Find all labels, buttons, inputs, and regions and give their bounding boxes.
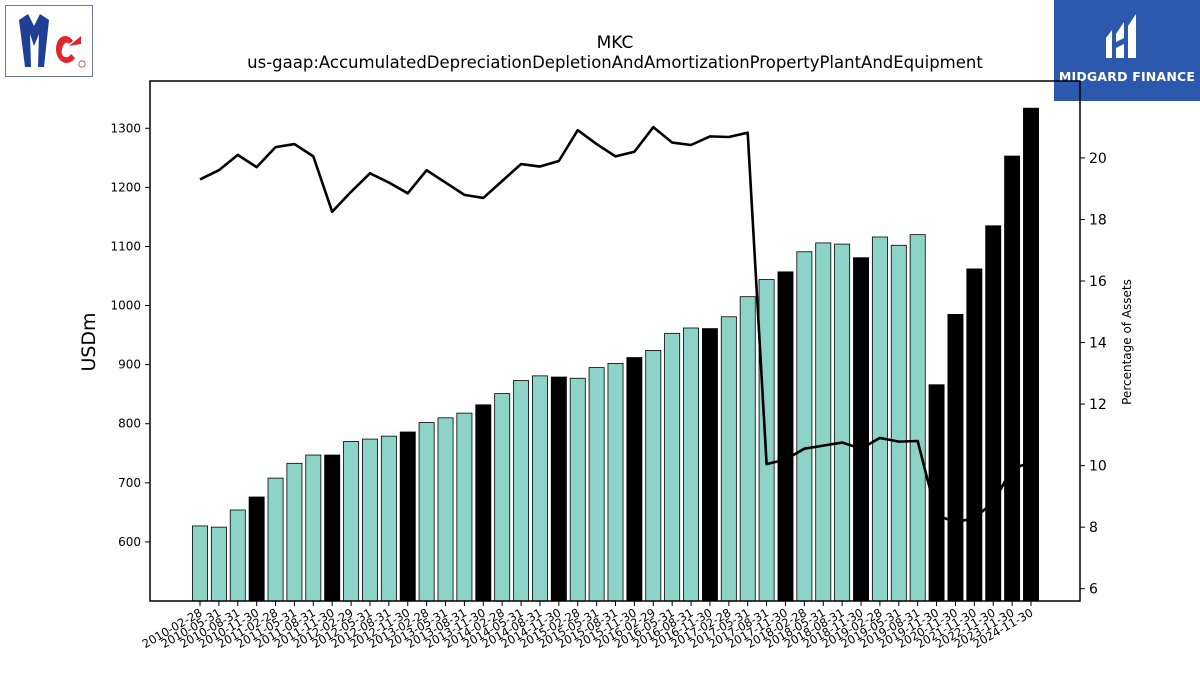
bar: [286, 462, 303, 602]
percentage-line: [199, 125, 1032, 524]
y-tick-label: 800: [118, 417, 141, 431]
y-tick-label: 1000: [110, 299, 141, 313]
bar: [267, 477, 284, 602]
bar: [1023, 107, 1039, 602]
bar: [890, 244, 907, 602]
bar: [380, 435, 397, 602]
bar: [985, 225, 1002, 602]
bar: [758, 279, 775, 602]
bar: [456, 412, 473, 602]
bar: [607, 363, 624, 602]
y-tick-label: 900: [118, 358, 141, 372]
bar: [437, 417, 454, 602]
y2-tick-label: 12: [1089, 397, 1107, 413]
midgard-finance-wordmark: MIDGARD FINANCE: [1058, 69, 1196, 84]
y2-tick-label: 8: [1089, 520, 1098, 536]
bar: [834, 243, 851, 602]
y-tick-label: 1200: [110, 180, 141, 194]
y-tick-label: 700: [118, 476, 141, 490]
bar: [569, 377, 586, 602]
y2-tick-label: 14: [1089, 336, 1107, 352]
bar: [683, 327, 699, 602]
bar: [475, 404, 492, 602]
bar: [210, 526, 227, 602]
bar: [362, 438, 378, 602]
bar: [966, 268, 983, 602]
chart-subtitle: us-gaap:AccumulatedDepreciationDepletion…: [247, 53, 983, 72]
bar: [550, 376, 567, 602]
y-tick-label: 1300: [110, 121, 141, 135]
bar: [532, 375, 548, 602]
bar: [947, 314, 964, 602]
company-logo: [5, 5, 93, 77]
bar: [664, 332, 681, 602]
bar: [248, 496, 265, 602]
y-tick-label: 1100: [110, 239, 141, 253]
bar: [588, 367, 605, 602]
midgard-finance-watermark: MIDGARD FINANCE: [1054, 0, 1200, 101]
bar: [815, 242, 832, 602]
y2-tick-label: 20: [1089, 151, 1107, 167]
y-axis-label: USDm: [78, 312, 100, 371]
bar: [418, 422, 435, 602]
bar: [777, 271, 794, 602]
bar: [871, 236, 888, 602]
bar: [494, 393, 511, 602]
bar-series: [192, 107, 1039, 602]
bar: [192, 525, 208, 602]
y2-tick-label: 6: [1089, 582, 1098, 598]
y2-tick-label: 10: [1089, 459, 1107, 475]
midgard-finance-logo-icon: [1106, 14, 1136, 58]
chart-title: MKC: [597, 33, 634, 53]
bar: [343, 441, 360, 602]
bar: [909, 234, 926, 602]
bar: [229, 509, 246, 602]
bar: [739, 296, 756, 602]
bar: [853, 257, 869, 602]
y2-tick-label: 16: [1089, 274, 1107, 290]
y2-axis-label: Percentage of Assets: [1120, 279, 1134, 405]
bar: [701, 328, 718, 602]
bar: [305, 454, 322, 602]
mccormick-logo-icon: [19, 14, 86, 68]
bar: [720, 316, 737, 602]
y-tick-label: 600: [118, 535, 141, 549]
bar: [399, 431, 416, 602]
bar: [1004, 155, 1021, 602]
bar: [645, 350, 662, 602]
bar: [513, 380, 530, 602]
y2-tick-label: 18: [1089, 212, 1107, 228]
line-series: [199, 125, 1032, 524]
bar: [324, 454, 341, 602]
bar: [626, 357, 643, 602]
bar: [796, 251, 813, 602]
